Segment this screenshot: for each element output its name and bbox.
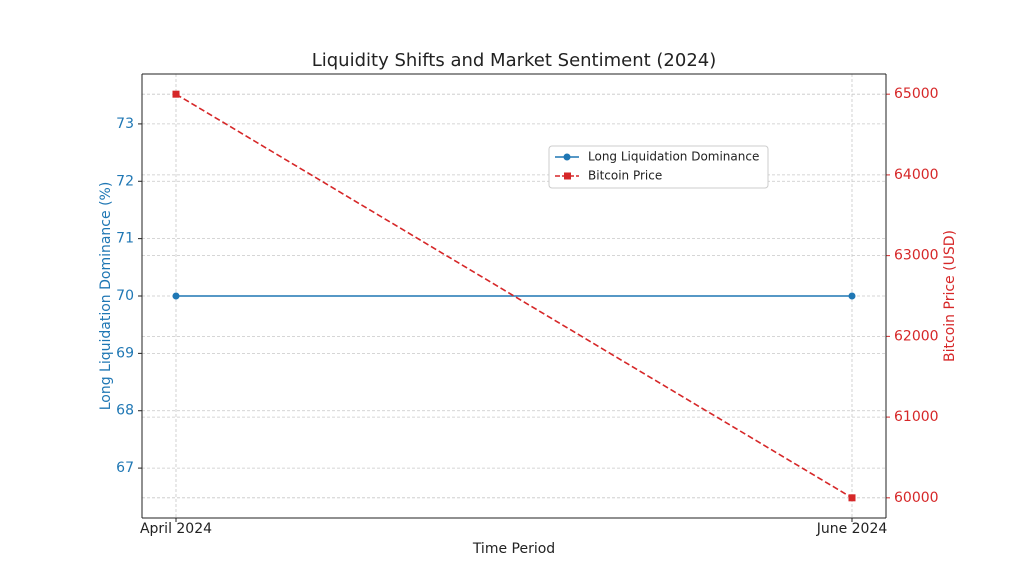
y2-tick-label: 60000 (894, 490, 939, 506)
legend-box (548, 145, 769, 189)
point (848, 494, 856, 502)
series-line (175, 93, 853, 499)
chart-title: Liquidity Shifts and Market Sentiment (2… (312, 50, 717, 71)
legend-label: Bitcoin Price (588, 169, 662, 183)
x-axis-label: Time Period (472, 541, 555, 557)
legend-marker (564, 172, 571, 180)
point (172, 292, 180, 300)
y2-tick-label: 65000 (894, 86, 939, 102)
y-tick-label: 72 (116, 173, 134, 189)
y2-tick-label: 62000 (894, 328, 939, 344)
point (172, 90, 180, 98)
legend-marker (563, 153, 571, 161)
y-tick-label: 73 (116, 116, 134, 132)
y-tick-label: 68 (116, 403, 134, 419)
y-tick-label: 71 (116, 231, 134, 247)
y2-axis-label: Bitcoin Price (USD) (942, 230, 958, 362)
y2-tick-label: 61000 (894, 409, 939, 425)
y2-tick-label: 63000 (894, 248, 939, 264)
y-axis-label: Long Liquidation Dominance (%) (98, 182, 114, 411)
x-tick-label: June 2024 (816, 521, 888, 537)
y-tick-label: 70 (116, 288, 134, 304)
y-tick-label: 67 (116, 460, 134, 476)
y-tick-label: 69 (116, 345, 134, 361)
point (848, 292, 856, 300)
legend-label: Long Liquidation Dominance (588, 150, 759, 164)
x-tick-label: April 2024 (140, 521, 212, 537)
y2-tick-label: 64000 (894, 167, 939, 183)
